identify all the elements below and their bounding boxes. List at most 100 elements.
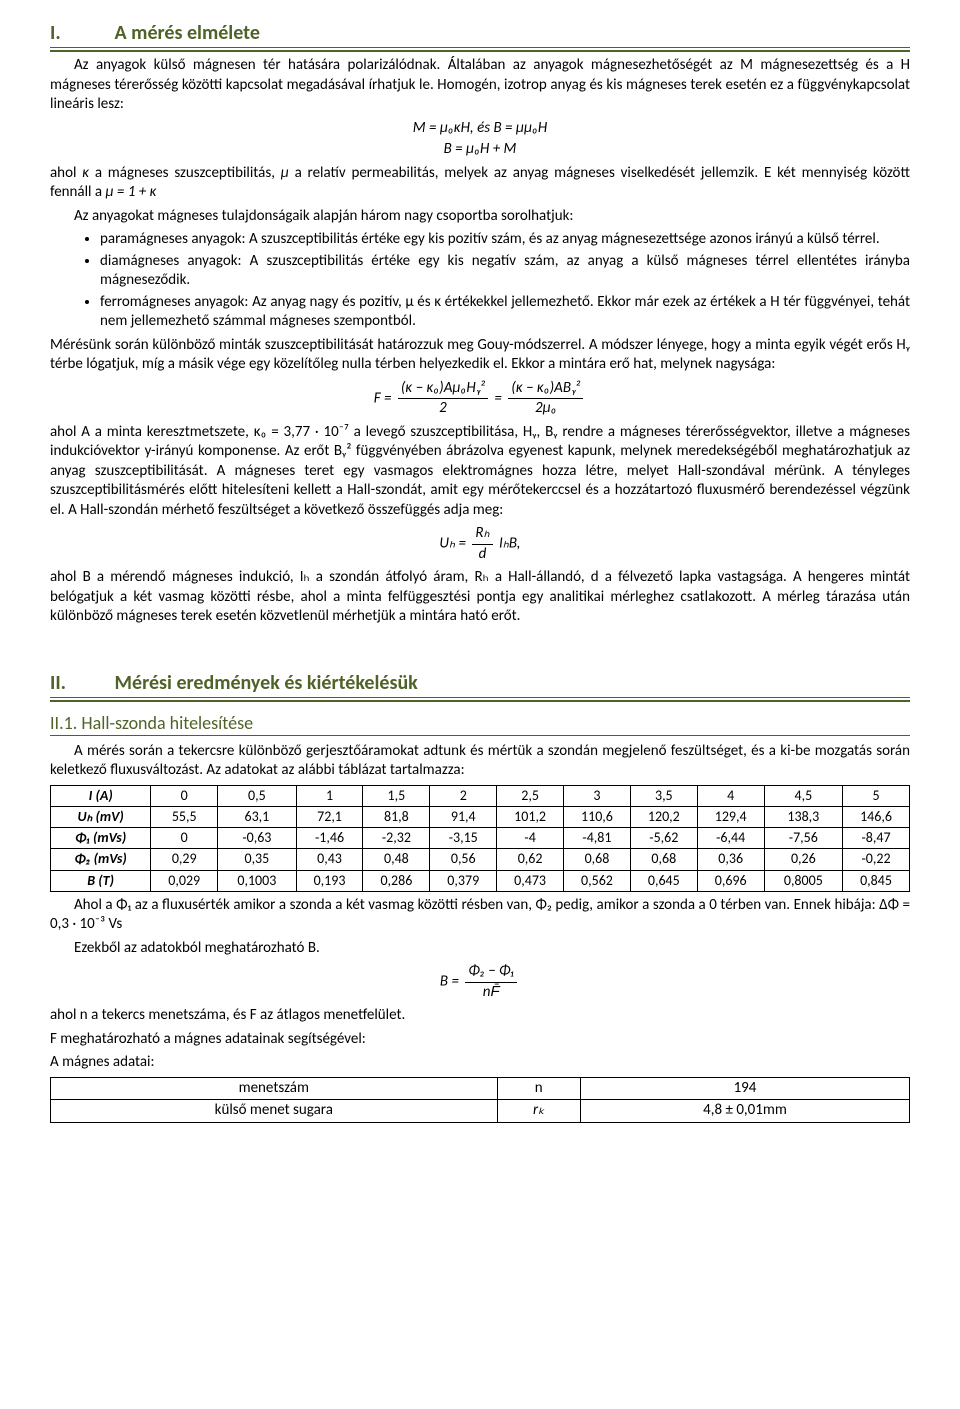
table-row: Φ₁ (mVs) 0-0,63-1,46-2,32-3,15-4-4,81-5,…: [51, 828, 910, 849]
cell: 129,4: [697, 807, 764, 828]
table-row: külső menet sugara rₖ 4,8 ± 0,01mm: [51, 1100, 910, 1123]
cell: 0,62: [497, 849, 564, 870]
section-2-heading: II. Mérési eredmények és kiértékelésük: [50, 670, 910, 702]
section-2-number: II.: [50, 670, 110, 696]
s1-b2: diamágneses anyagok: A szuszceptibilitás…: [100, 252, 910, 291]
cell: -2,32: [363, 828, 430, 849]
s1-p2d: μ = 1 + κ: [105, 183, 156, 201]
cell: 63,1: [218, 807, 296, 828]
col-1: 0,5: [218, 785, 296, 806]
cell: -8,47: [843, 828, 910, 849]
cell: 0,56: [430, 849, 497, 870]
cell: 0,68: [564, 849, 631, 870]
subsection-2-1: II.1. Hall-szonda hitelesítése: [50, 712, 910, 736]
s1-p4: Mérésünk során különböző minták szuszcep…: [50, 336, 910, 375]
cell: -6,44: [697, 828, 764, 849]
s1-eqU-top: Rₕ: [472, 524, 492, 545]
cell: 0,379: [430, 870, 497, 891]
s2-eqB: B = Φ₂ − Φ₁nF̄: [50, 962, 910, 1002]
s1-eqU-lhs: Uₕ =: [439, 535, 466, 553]
cell: 0,1003: [218, 870, 296, 891]
section-1-heading: I. A mérés elmélete: [50, 20, 910, 52]
s1-eqF: F = (κ − κ₀)Aμ₀Hᵧ²2 = (κ − κ₀)ABᵧ²2μ₀: [50, 379, 910, 419]
cell: 0,286: [363, 870, 430, 891]
s2-p6: A mágnes adatai:: [50, 1053, 910, 1073]
s1-p3: Az anyagokat mágneses tulajdonságaik ala…: [50, 207, 910, 227]
cell: 0,29: [151, 849, 218, 870]
s1-eqU-bot: d: [472, 545, 492, 565]
col-9: 4,5: [764, 785, 842, 806]
s1-p2b: a mágneses szuszceptibilitás,: [95, 164, 281, 182]
table-row: menetszám n 194: [51, 1077, 910, 1100]
cell: 0,68: [630, 849, 697, 870]
cell: 0,845: [843, 870, 910, 891]
cell: 138,3: [764, 807, 842, 828]
col-7: 3,5: [630, 785, 697, 806]
s1-eq2: B = μ₀H + M: [50, 140, 910, 160]
cell: 0,43: [296, 849, 363, 870]
col-8: 4: [697, 785, 764, 806]
cell: -7,56: [764, 828, 842, 849]
prop-symbol: rₖ: [497, 1100, 580, 1123]
table-row: Φ₂ (mVs) 0,290,350,430,480,560,620,680,6…: [51, 849, 910, 870]
s2-eqB-top: Φ₂ − Φ₁: [465, 962, 517, 983]
s1-p5: ahol A a minta keresztmetszete, κ₀ = 3,7…: [50, 423, 910, 521]
s2-p2: Ahol a Φ₁ az a fluxusérték amikor a szon…: [50, 896, 910, 935]
col-2: 1: [296, 785, 363, 806]
s1-eqF-bot2: 2μ₀: [508, 399, 583, 419]
cell: 0,645: [630, 870, 697, 891]
section-1-number: I.: [50, 20, 110, 46]
prop-label: külső menet sugara: [51, 1100, 498, 1123]
cell: 0,36: [697, 849, 764, 870]
cell: -0,63: [218, 828, 296, 849]
s2-eqB-bot: nF̄: [465, 983, 517, 1003]
prop-value: 194: [580, 1077, 909, 1100]
cell: 0,029: [151, 870, 218, 891]
cell: 72,1: [296, 807, 363, 828]
cell: 0,26: [764, 849, 842, 870]
cell: 0,562: [564, 870, 631, 891]
s2-p5: F meghatározható a mágnes adatainak segí…: [50, 1030, 910, 1050]
prop-value: 4,8 ± 0,01mm: [580, 1100, 909, 1123]
cell: 81,8: [363, 807, 430, 828]
col-10: 5: [843, 785, 910, 806]
cell: 0,193: [296, 870, 363, 891]
cell: 91,4: [430, 807, 497, 828]
s2-p3: Ezekből az adatokból meghatározható B.: [50, 939, 910, 959]
col-4: 2: [430, 785, 497, 806]
table-row: B (T) 0,0290,10030,1930,2860,3790,4730,5…: [51, 870, 910, 891]
cell: -4,81: [564, 828, 631, 849]
s2-eqB-lhs: B =: [440, 973, 459, 991]
s2-p4: ahol n a tekercs menetszáma, és F az átl…: [50, 1006, 910, 1026]
cell: 120,2: [630, 807, 697, 828]
cell: -0,22: [843, 849, 910, 870]
col-5: 2,5: [497, 785, 564, 806]
hall-table: I (A) 0 0,5 1 1,5 2 2,5 3 3,5 4 4,5 5 Uₕ…: [50, 785, 910, 892]
th-UH: Uₕ (mV): [51, 807, 151, 828]
s1-p1: Az anyagok külső mágnesen tér hatására p…: [50, 56, 910, 115]
s1-eqF-top1: (κ − κ₀)Aμ₀Hᵧ²: [398, 379, 488, 400]
cell: 55,5: [151, 807, 218, 828]
cell: 0,8005: [764, 870, 842, 891]
th-phi1: Φ₁ (mVs): [51, 828, 151, 849]
cell: -3,15: [430, 828, 497, 849]
cell: 0: [151, 828, 218, 849]
s2-p1: A mérés során a tekercsre különböző gerj…: [50, 742, 910, 781]
cell: -4: [497, 828, 564, 849]
th-phi2: Φ₂ (mVs): [51, 849, 151, 870]
s1-p6: ahol B a mérendő mágneses indukció, Iₕ a…: [50, 568, 910, 627]
cell: 0,48: [363, 849, 430, 870]
s1-b1: paramágneses anyagok: A szuszceptibilitá…: [100, 230, 910, 250]
cell: -1,46: [296, 828, 363, 849]
s1-eqF-lhs: F =: [374, 389, 392, 407]
cell: 110,6: [564, 807, 631, 828]
cell: 101,2: [497, 807, 564, 828]
s1-p2a: ahol: [50, 164, 82, 182]
s1-eq1: M = μ₀κH, és B = μμ₀H: [50, 119, 910, 139]
cell: 0,696: [697, 870, 764, 891]
s1-eqU: Uₕ = Rₕd IₕB,: [50, 524, 910, 564]
s1-eqU-rhs: IₕB,: [499, 535, 521, 553]
s1-b3: ferromágneses anyagok: Az anyag nagy és …: [100, 293, 910, 332]
section-2-title: Mérési eredmények és kiértékelésük: [115, 671, 418, 695]
magnet-props-table: menetszám n 194 külső menet sugara rₖ 4,…: [50, 1077, 910, 1123]
